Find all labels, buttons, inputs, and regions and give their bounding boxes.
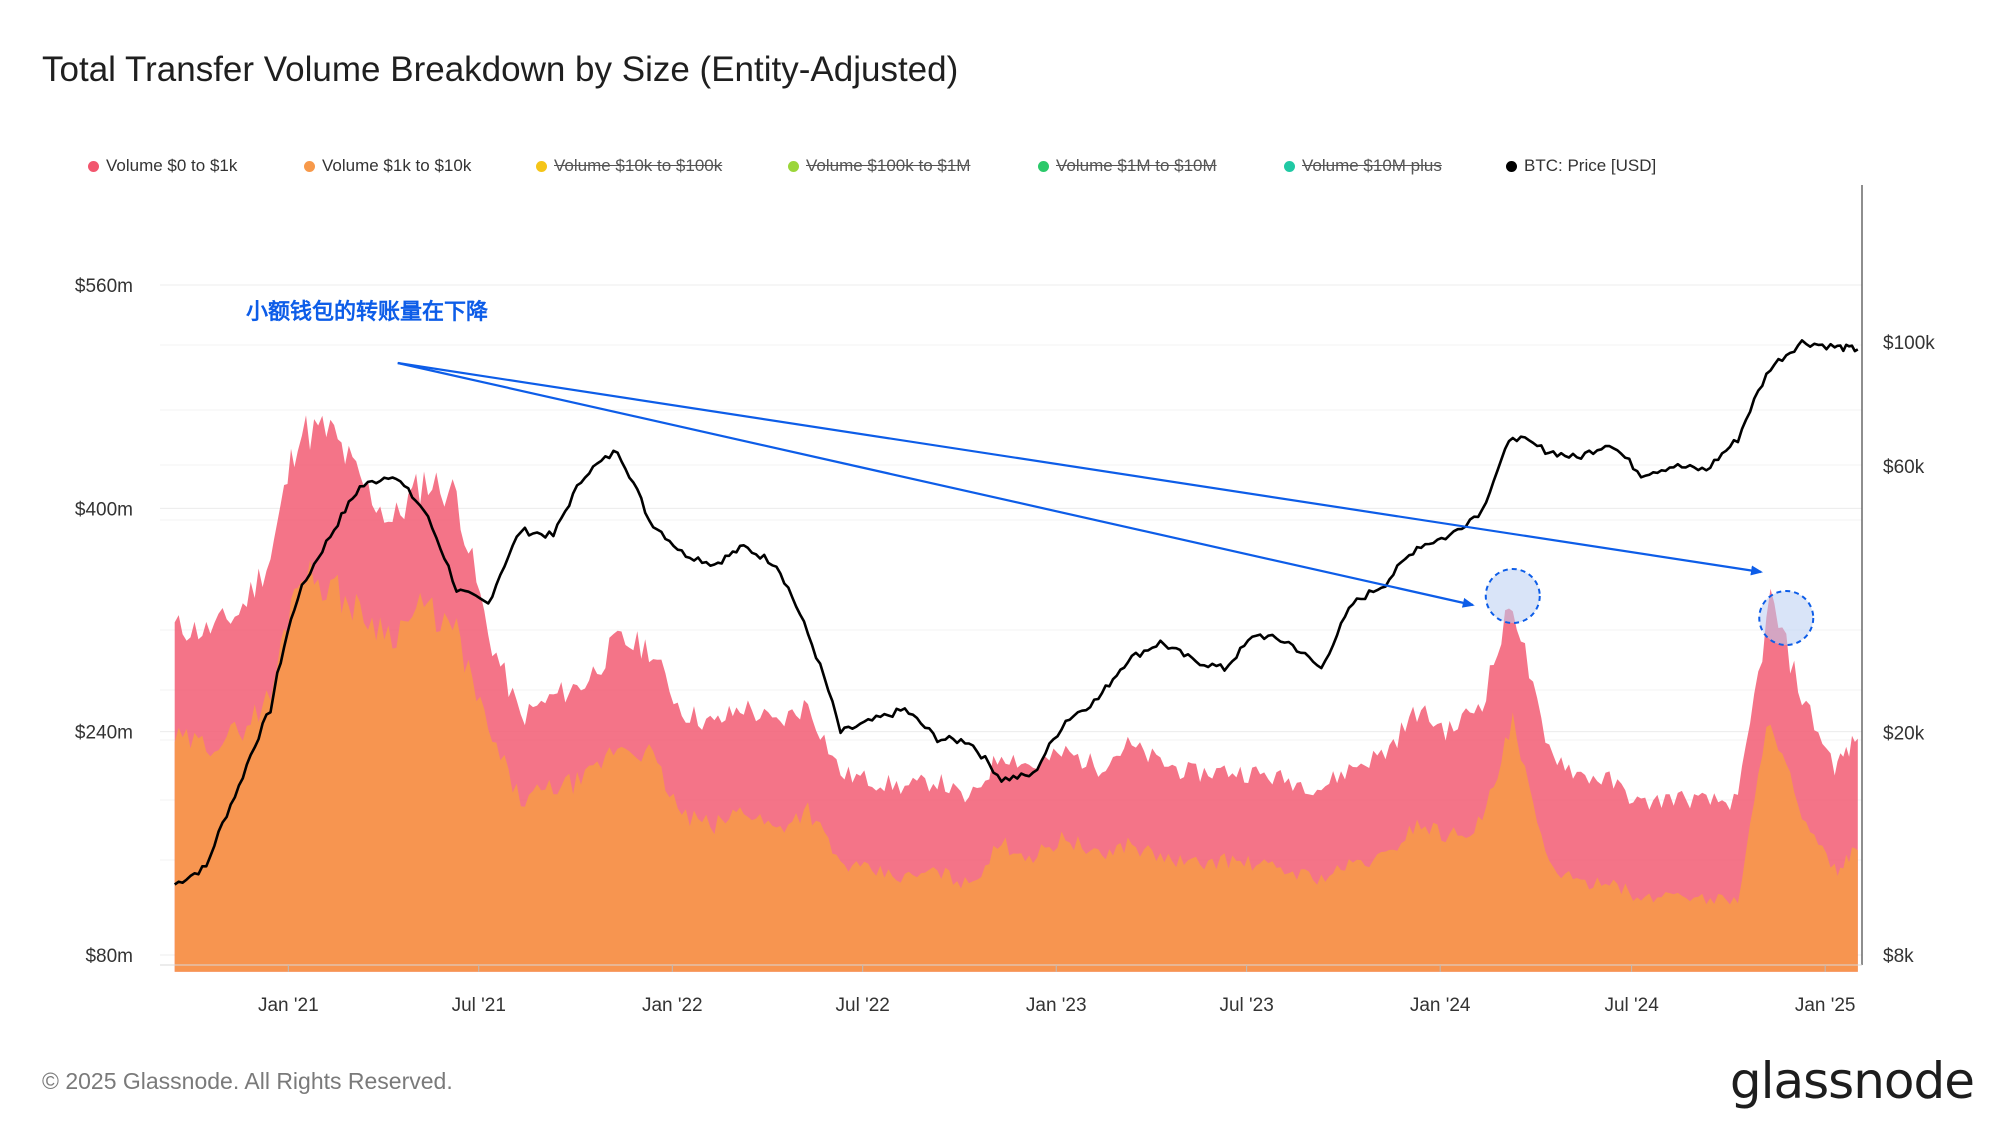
legend-item-btc-price[interactable]: BTC: Price [USD]	[1506, 156, 1656, 176]
legend-item-volume-100k-1m[interactable]: Volume $100k to $1M	[788, 156, 970, 176]
x-tick-label: Jan '25	[1795, 995, 1856, 1016]
legend-dot-icon	[1506, 160, 1517, 172]
y-left-tick-label: $400m	[75, 499, 133, 520]
y-left-tick-label: $80m	[85, 946, 133, 967]
y-right-tick-label: $100k	[1883, 333, 1935, 354]
legend-dot-icon	[536, 160, 547, 172]
x-tick-label: Jan '22	[642, 995, 703, 1016]
legend-label: BTC: Price [USD]	[1524, 156, 1657, 175]
legend-label: Volume $1k to $10k	[322, 156, 472, 175]
legend-item-volume-1k-10k[interactable]: Volume $1k to $10k	[304, 156, 471, 176]
copyright: © 2025 Glassnode. All Rights Reserved.	[42, 1068, 453, 1094]
annotation-label: 小额钱包的转账量在下降	[246, 300, 489, 325]
x-tick-label: Jan '21	[258, 995, 319, 1016]
legend-dot-icon	[788, 160, 799, 172]
legend-item-volume-10k-100k[interactable]: Volume $10k to $100k	[536, 156, 722, 176]
y-right-tick-label: $20k	[1883, 724, 1925, 745]
legend-item-volume-0-1k[interactable]: Volume $0 to $1k	[88, 156, 237, 176]
y-left-tick-label: $560m	[75, 276, 133, 297]
x-tick-label: Jul '22	[836, 995, 890, 1016]
annotation-circle	[1484, 568, 1541, 624]
legend-item-volume-10m-plus[interactable]: Volume $10M plus	[1284, 156, 1442, 176]
annotation-circle	[1758, 590, 1815, 646]
legend-dot-icon	[1284, 160, 1295, 172]
volume-areas	[174, 415, 1858, 972]
annotations	[397, 361, 1815, 646]
legend-label: Volume $1M to $10M	[1056, 156, 1217, 175]
chart-title: Total Transfer Volume Breakdown by Size …	[42, 50, 959, 89]
x-tick-label: Jan '24	[1410, 995, 1471, 1016]
x-tick-label: Jan '23	[1026, 995, 1087, 1016]
legend-item-volume-1m-10m[interactable]: Volume $1M to $10M	[1038, 156, 1217, 176]
y-right-tick-label: $8k	[1883, 946, 1914, 967]
x-tick-label: Jul '21	[452, 995, 506, 1016]
legend-dot-icon	[304, 160, 315, 172]
legend-dot-icon	[88, 160, 99, 172]
legend-label: Volume $100k to $1M	[806, 156, 971, 175]
btc-price-line	[173, 339, 1859, 886]
line-btc-price	[173, 339, 1859, 886]
y-right-tick-label: $60k	[1883, 457, 1925, 478]
annotation-arrow	[397, 361, 1475, 608]
y-left-tick-label: $240m	[75, 723, 133, 744]
annotation-arrow	[397, 361, 1763, 576]
legend-label: Volume $10k to $100k	[554, 156, 723, 175]
legend-label: Volume $10M plus	[1302, 156, 1442, 175]
legend-label: Volume $0 to $1k	[106, 156, 238, 175]
area-volume-1k-10k	[174, 560, 1858, 972]
axes: $80m $240m $400m $560m $8k $20k $60k $100k Jan '…	[75, 185, 1935, 1016]
legend-dot-icon	[1038, 160, 1049, 172]
glassnode-logo: glassnode	[1729, 1052, 1975, 1110]
x-tick-label: Jul '24	[1604, 995, 1659, 1016]
x-tick-label: Jul '23	[1219, 995, 1273, 1016]
